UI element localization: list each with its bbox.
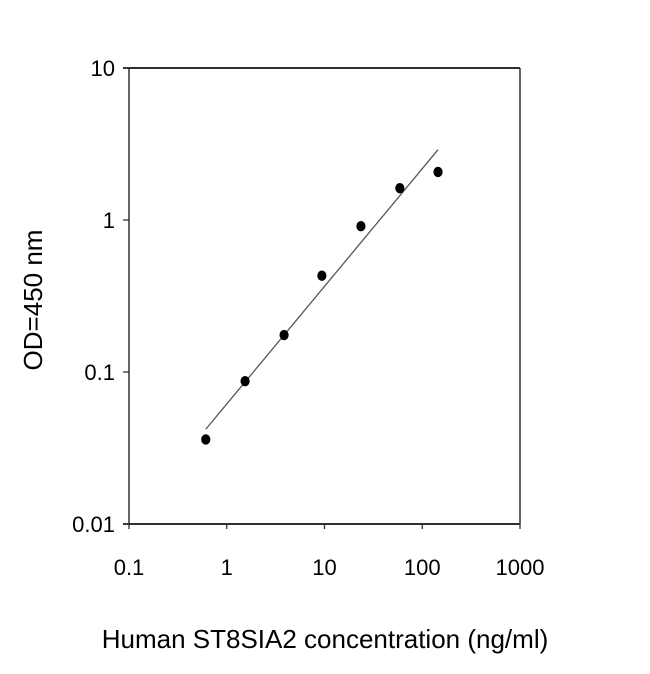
plot-axes (123, 67, 521, 525)
data-points (201, 166, 443, 445)
data-point (317, 270, 327, 281)
data-point (395, 182, 405, 194)
data-point (279, 329, 289, 341)
y-tick-label: 1 (103, 208, 115, 233)
y-axis-title: OD=450 nm (18, 230, 48, 371)
x-tick-label: 1 (221, 555, 233, 580)
data-point (433, 166, 443, 178)
x-tick-label: 10 (312, 555, 336, 580)
x-tick-label: 1000 (496, 555, 545, 580)
data-point (201, 434, 211, 445)
x-axis-title: Human ST8SIA2 concentration (ng/ml) (102, 624, 549, 654)
axis-ticks: 0.1 1 10 100 1000 0.01 0.1 1 10 (72, 56, 544, 580)
data-point (356, 221, 366, 232)
y-tick-label: 0.1 (84, 360, 115, 385)
data-point (240, 375, 250, 387)
x-tick-label: 100 (404, 555, 441, 580)
x-tick-label: 0.1 (114, 555, 145, 580)
y-tick-label: 10 (91, 56, 115, 81)
y-tick-label: 0.01 (72, 512, 115, 537)
